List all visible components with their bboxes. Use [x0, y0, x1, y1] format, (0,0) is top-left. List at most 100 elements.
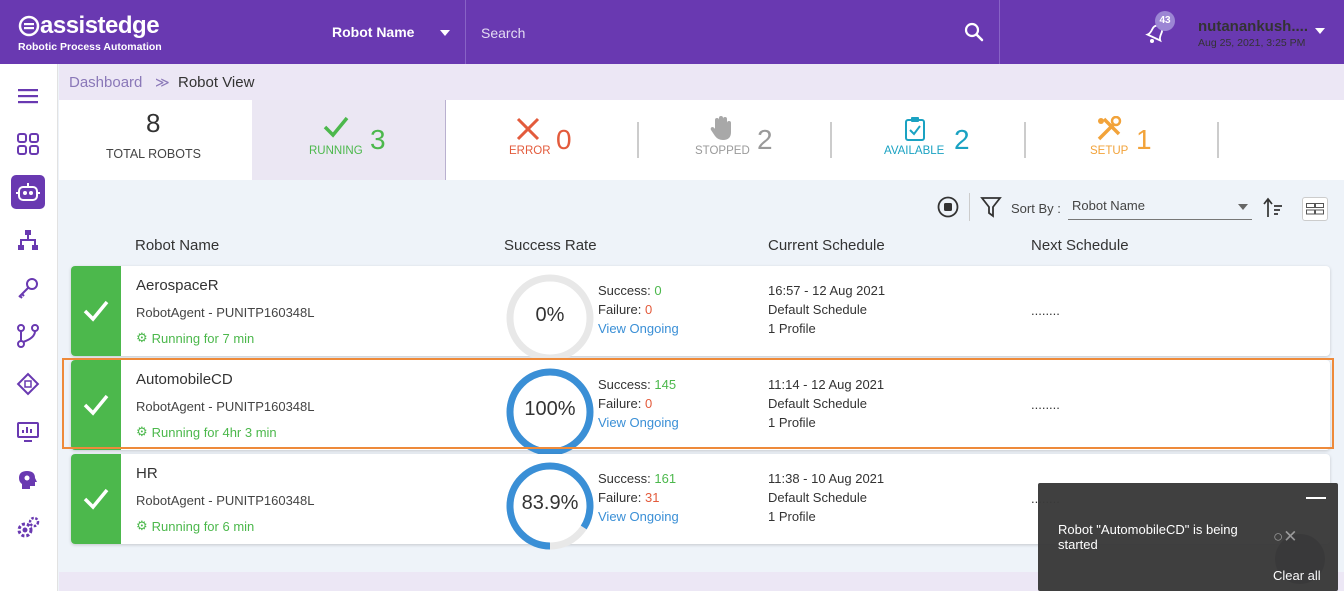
gear-icon: ⚙ [136, 518, 148, 533]
top-bar: assistedge Robotic Process Automation Ro… [0, 0, 1344, 64]
logo-mark-icon [18, 15, 40, 37]
divider [637, 122, 639, 158]
monitor-icon[interactable] [11, 415, 45, 449]
stopped-label[interactable]: STOPPED [695, 145, 750, 157]
success-count: 0 [654, 283, 662, 298]
robot-name[interactable]: AerospaceR [136, 277, 219, 294]
view-ongoing-link[interactable]: View Ongoing [598, 321, 679, 336]
robot-agent: RobotAgent - PUNITP160348L [136, 305, 315, 320]
check-icon [323, 116, 349, 143]
filter-icon[interactable] [980, 196, 1002, 223]
failure-count: 31 [644, 490, 660, 505]
error-x-icon [516, 117, 540, 146]
current-schedule-time: 11:38 - 10 Aug 2021 [768, 471, 885, 486]
chip-icon[interactable] [11, 367, 45, 401]
gear-icon: ⚙ [136, 424, 148, 439]
brand-name: assistedge [40, 12, 160, 39]
robot-name[interactable]: AutomobileCD [136, 371, 233, 388]
settings-icon[interactable] [11, 511, 45, 545]
sort-chevron-down-icon[interactable] [1238, 204, 1248, 210]
current-schedule-time: 11:14 - 12 Aug 2021 [768, 377, 885, 392]
view-ongoing-link[interactable]: View Ongoing [598, 415, 679, 430]
column-header-success-rate: Success Rate [504, 237, 597, 254]
breadcrumb-dashboard-link[interactable]: Dashboard [69, 74, 143, 91]
menu-icon[interactable] [11, 79, 45, 113]
error-count[interactable]: 0 [556, 124, 572, 155]
failure-count: 0 [644, 302, 653, 317]
error-label[interactable]: ERROR [509, 145, 551, 157]
setup-label[interactable]: SETUP [1090, 145, 1129, 157]
head-gear-icon[interactable] [11, 463, 45, 497]
running-filter-tab[interactable] [252, 100, 446, 180]
gauge-fill [506, 462, 594, 550]
success-count: 145 [654, 377, 677, 392]
stopped-count[interactable]: 2 [757, 124, 773, 155]
running-label[interactable]: RUNNING [309, 145, 363, 157]
robot-name[interactable]: HR [136, 465, 158, 482]
breadcrumb-separator: ≫ [155, 74, 170, 90]
column-header-current-schedule: Current Schedule [768, 237, 885, 254]
running-count[interactable]: 3 [370, 124, 386, 155]
user-menu-chevron-icon[interactable] [1315, 28, 1325, 34]
total-robots-label[interactable]: TOTAL ROBOTS [106, 147, 201, 161]
search-icon[interactable] [964, 22, 984, 47]
divider [465, 0, 466, 64]
status-check-icon [71, 454, 121, 544]
close-icon[interactable]: ○✕ [1273, 527, 1298, 546]
breadcrumb [59, 64, 1344, 100]
clear-all-button[interactable]: Clear all [1273, 568, 1321, 583]
sort-by-label: Sort By : [1011, 201, 1061, 216]
running-duration: ⚙ Running for 6 min [136, 518, 255, 534]
user-datetime: Aug 25, 2021, 3:25 PM [1198, 37, 1306, 49]
profile-link[interactable]: 1 Profile [768, 509, 816, 524]
success-label: Success: [598, 471, 651, 486]
search-input[interactable]: Search [481, 25, 526, 41]
logo: assistedge Robotic Process Automation [18, 12, 162, 53]
success-label: Success: [598, 283, 651, 298]
profile-link[interactable]: 1 Profile [768, 321, 816, 336]
success-rate-gauge [506, 462, 594, 550]
gear-icon: ⚙ [136, 330, 148, 345]
dashboard-icon[interactable] [11, 127, 45, 161]
view-ongoing-link[interactable]: View Ongoing [598, 509, 679, 524]
notification-toast: Robot "AutomobileCD" is being started ○✕… [1038, 483, 1338, 591]
footer-strip [59, 572, 1344, 591]
key-icon[interactable] [11, 271, 45, 305]
current-schedule-name: Default Schedule [768, 396, 868, 411]
robot-icon[interactable] [11, 175, 45, 209]
available-label[interactable]: AVAILABLE [884, 145, 945, 157]
clipboard-check-icon [904, 116, 926, 147]
profile-link[interactable]: 1 Profile [768, 415, 816, 430]
user-name[interactable]: nutanankush.... [1198, 18, 1309, 35]
available-count[interactable]: 2 [954, 124, 970, 155]
running-duration: ⚙ Running for 7 min [136, 330, 255, 346]
stop-all-icon[interactable] [937, 196, 959, 223]
notification-badge[interactable]: 43 [1155, 11, 1175, 31]
total-robots-count[interactable]: 8 [146, 108, 161, 138]
sort-order-icon[interactable] [1263, 197, 1283, 224]
running-duration: ⚙ Running for 4hr 3 min [136, 424, 277, 440]
setup-count[interactable]: 1 [1136, 124, 1152, 155]
view-toggle-button[interactable] [1302, 197, 1328, 221]
stop-hand-icon [710, 115, 732, 146]
failure-label: Failure: [598, 490, 642, 505]
failure-label: Failure: [598, 396, 642, 411]
current-schedule-name: Default Schedule [768, 490, 868, 505]
current-schedule-time: 16:57 - 12 Aug 2021 [768, 283, 886, 298]
success-rate-value: 0% [535, 304, 565, 326]
minimize-icon[interactable] [1306, 497, 1326, 499]
brand-subtitle: Robotic Process Automation [18, 41, 162, 53]
divider [999, 0, 1000, 64]
robot-name-select[interactable]: Robot Name [332, 24, 415, 40]
robot-select-chevron-icon[interactable] [440, 30, 450, 36]
robot-card[interactable]: AerospaceR RobotAgent - PUNITP160348L ⚙ R… [71, 266, 1330, 362]
success-label: Success: [598, 377, 651, 392]
column-header-robot-name: Robot Name [135, 237, 220, 254]
divider [830, 122, 832, 158]
divider [1217, 122, 1219, 158]
workflow-icon[interactable] [11, 319, 45, 353]
next-schedule: ........ [1031, 303, 1060, 318]
hierarchy-icon[interactable] [11, 223, 45, 257]
sort-by-select[interactable]: Robot Name [1072, 198, 1145, 213]
robot-card[interactable]: AutomobileCD RobotAgent - PUNITP160348L … [71, 360, 1330, 456]
